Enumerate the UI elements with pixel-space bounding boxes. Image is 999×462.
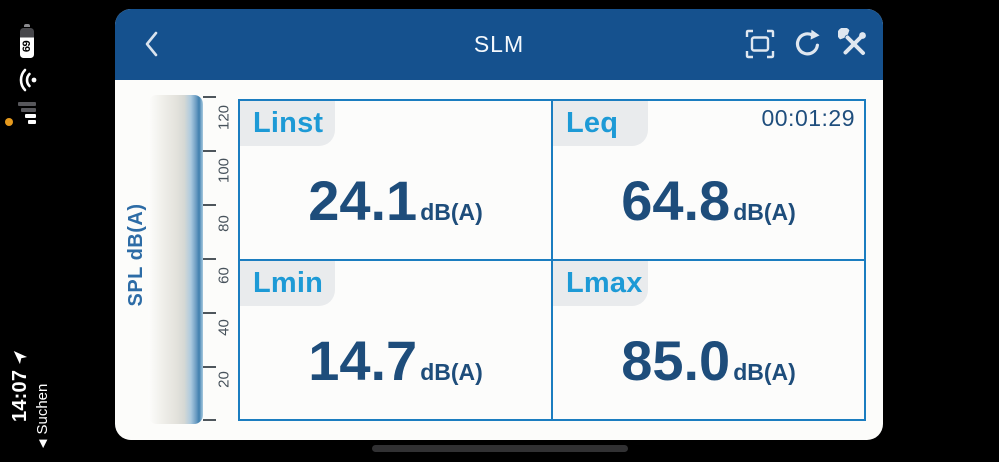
back-chevron-icon [145, 31, 158, 57]
axis-tick-label: 120 [215, 104, 233, 131]
metric-tile-lmax: Lmax 85.0 dB(A) [553, 261, 864, 419]
mic-indicator-dot [5, 118, 13, 126]
axis-tick-label: 80 [215, 215, 233, 232]
metric-badge: Lmin [240, 261, 335, 306]
slm-app-window: SLM [115, 9, 883, 440]
spl-axis-label: SPL dB(A) [125, 203, 147, 307]
metric-label: Lmax [566, 267, 643, 299]
fullscreen-icon [745, 29, 774, 58]
page-title: SLM [473, 31, 525, 57]
metric-tile-leq: Leq 00:01:29 64.8 dB(A) [553, 101, 864, 259]
axis-tick-label: 20 [215, 371, 233, 388]
status-bar-text: 14:07 ◀ Suchen [8, 348, 54, 448]
metric-value: 85.0 [621, 329, 731, 392]
return-to-app-breadcrumb[interactable]: ◀ Suchen [32, 348, 52, 448]
metric-unit: dB(A) [420, 199, 483, 225]
axis-tick-label: 100 [215, 157, 233, 184]
metric-label: Lmin [253, 267, 324, 299]
metric-unit: dB(A) [733, 359, 796, 385]
fullscreen-button[interactable] [744, 28, 775, 59]
axis-tick [203, 312, 216, 314]
spl-level-bar [148, 95, 203, 424]
status-time: 14:07 [8, 369, 31, 422]
metric-unit: dB(A) [733, 199, 796, 225]
refresh-icon [795, 29, 820, 55]
axis-tick [203, 419, 216, 421]
metric-tile-linst: Linst 24.1 dB(A) [240, 101, 551, 259]
axis-tick [203, 204, 216, 206]
metric-badge: Linst [240, 101, 335, 146]
battery-percent: 69 [21, 40, 33, 53]
back-button[interactable] [139, 26, 165, 62]
cellular-signal-icon [18, 102, 36, 124]
metric-label: Leq [566, 107, 619, 139]
refresh-button[interactable] [791, 28, 822, 59]
breadcrumb-label: Suchen [33, 383, 51, 435]
metric-tile-lmin: Lmin 14.7 dB(A) [240, 261, 551, 419]
status-bar-icons: 69 [15, 24, 39, 124]
axis-tick-label: 40 [215, 319, 233, 336]
battery-icon: 69 [20, 24, 34, 58]
elapsed-timer: 00:01:29 [761, 105, 855, 131]
metric-value: 14.7 [308, 329, 418, 392]
app-header: SLM [115, 9, 883, 80]
metric-badge: Lmax [553, 261, 648, 306]
axis-tick [203, 150, 216, 152]
axis-tick [203, 258, 216, 260]
metric-value: 64.8 [621, 169, 731, 232]
axis-tick [203, 366, 216, 368]
metric-unit: dB(A) [420, 359, 483, 385]
metrics-grid: Linst 24.1 dB(A) Leq 00:01:29 64.8 dB(A)… [238, 99, 866, 421]
metric-label: Linst [253, 107, 324, 139]
location-arrow-icon [13, 350, 27, 364]
axis-tick [203, 96, 216, 98]
home-indicator[interactable] [372, 445, 628, 452]
wifi-icon [18, 68, 37, 92]
tools-icon [838, 28, 866, 55]
metric-value: 24.1 [308, 169, 418, 232]
settings-button[interactable] [838, 28, 869, 59]
metric-badge: Leq [553, 101, 648, 146]
back-triangle-icon: ◀ [36, 439, 49, 448]
axis-tick-label: 60 [215, 267, 233, 284]
